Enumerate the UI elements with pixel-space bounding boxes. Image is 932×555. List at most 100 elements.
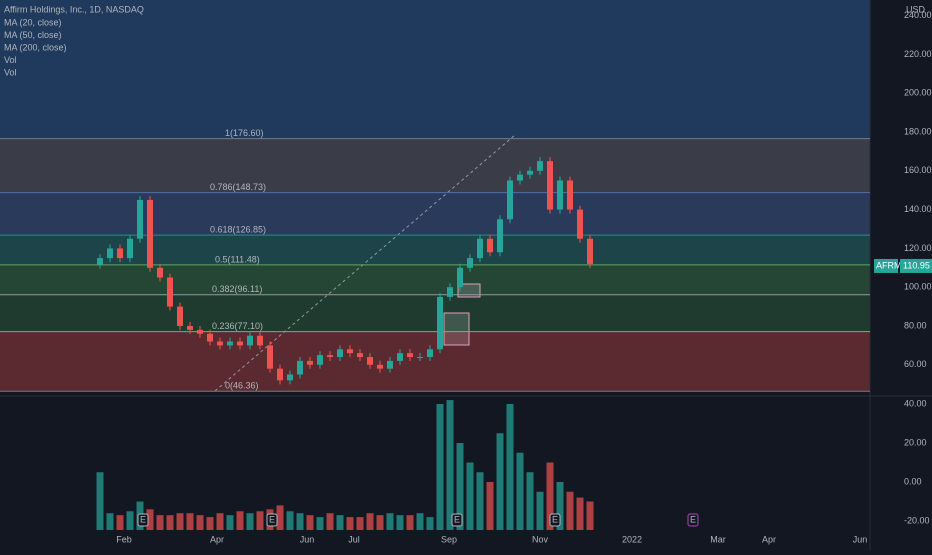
volume-tick-label: -20.00: [904, 515, 930, 525]
earnings-icon: [451, 513, 463, 527]
candle-body: [247, 335, 253, 346]
earnings-icon: [266, 513, 278, 527]
fib-label: 0.236(77.10): [212, 321, 263, 331]
volume-bar: [516, 452, 524, 530]
candle-body: [337, 349, 343, 358]
candle-body: [147, 199, 153, 268]
time-label: Mar: [710, 534, 726, 544]
candle-body: [427, 349, 433, 358]
candle-body: [487, 238, 493, 253]
volume-bar: [326, 513, 334, 530]
legend-study: Vol: [4, 67, 17, 77]
volume-bar: [556, 482, 564, 530]
volume-bar: [576, 497, 584, 530]
volume-bar: [306, 515, 314, 530]
candle-body: [457, 267, 463, 288]
candle-body: [347, 349, 353, 354]
candle-body: [377, 364, 383, 369]
volume-bar: [286, 511, 294, 530]
fib-label: 0.382(96.11): [212, 284, 262, 294]
candle-body: [357, 353, 363, 358]
price-tick-label: 60.00: [904, 359, 927, 369]
candle-body: [517, 174, 523, 181]
candle-body: [287, 374, 293, 381]
candle-body: [97, 258, 103, 265]
price-tick-label: 200.00: [904, 88, 932, 98]
price-tag-value: 110.95: [903, 260, 930, 270]
volume-bar: [206, 517, 214, 530]
candle-body: [127, 238, 133, 259]
candle-body: [497, 219, 503, 253]
volume-tick-label: 20.00: [904, 437, 927, 447]
legend-study: Vol: [4, 55, 17, 65]
fib-zone: [0, 235, 870, 265]
drawing-box: [443, 312, 470, 346]
candle-body: [587, 238, 593, 264]
candle-body: [577, 209, 583, 239]
volume-bar: [166, 515, 174, 530]
candle-body: [417, 357, 423, 359]
volume-bar: [116, 515, 124, 530]
volume-bar: [536, 491, 544, 530]
time-label: Feb: [116, 534, 132, 544]
price-tag-symbol-bg: [874, 258, 898, 273]
volume-bar: [526, 472, 534, 530]
time-label: Jul: [348, 534, 360, 544]
candle-body: [567, 180, 573, 210]
earnings-icon: [687, 513, 699, 527]
time-label: 2022: [622, 534, 642, 544]
fib-label: 1(176.60): [225, 128, 264, 138]
candle-body: [177, 306, 183, 326]
candle-body: [157, 267, 163, 278]
volume-bar: [386, 513, 394, 530]
candle-body: [447, 287, 453, 297]
price-tag-symbol: AFRM: [876, 260, 902, 270]
candle-body: [407, 353, 413, 358]
price-tick-label: 180.00: [904, 126, 932, 136]
candle-body: [117, 248, 123, 259]
volume-bar: [216, 513, 224, 530]
volume-bar: [126, 511, 134, 530]
volume-tick-label: 0.00: [904, 476, 922, 486]
volume-bar: [366, 513, 374, 530]
volume-bar: [346, 517, 354, 530]
candle-body: [207, 333, 213, 342]
fib-zone: [0, 192, 870, 236]
time-label: Jun: [300, 534, 315, 544]
volume-bar: [486, 482, 494, 530]
volume-tick-label: 40.00: [904, 398, 927, 408]
volume-bar: [436, 404, 444, 530]
candle-body: [477, 238, 483, 259]
candle-body: [437, 296, 443, 350]
volume-bar: [446, 400, 454, 530]
earnings-icon: [137, 513, 149, 527]
earnings-label: E: [552, 514, 558, 524]
volume-bar: [256, 511, 264, 530]
candle-body: [167, 277, 173, 307]
volume-bar: [396, 515, 404, 530]
drawing-box: [457, 283, 481, 298]
price-tick-label: 240.00: [904, 10, 932, 20]
volume-bar: [196, 515, 204, 530]
candle-body: [557, 180, 563, 210]
price-tick-label: 120.00: [904, 243, 932, 253]
fib-zone: [0, 138, 870, 193]
volume-bar: [566, 491, 574, 530]
time-label: Apr: [762, 534, 776, 544]
volume-bar: [406, 515, 414, 530]
fib-zone: [0, 331, 870, 392]
candle-body: [327, 355, 333, 358]
currency: USD: [906, 4, 926, 14]
time-label: Jun: [853, 534, 868, 544]
volume-bar: [546, 462, 554, 530]
volume-bar: [336, 515, 344, 530]
volume-bar: [276, 505, 284, 530]
candle-body: [387, 360, 393, 369]
candle-body: [317, 355, 323, 365]
candle-body: [547, 161, 553, 210]
volume-bar: [316, 517, 324, 530]
candle-body: [537, 161, 543, 171]
candle-body: [527, 170, 533, 175]
volume-bar: [246, 513, 254, 530]
